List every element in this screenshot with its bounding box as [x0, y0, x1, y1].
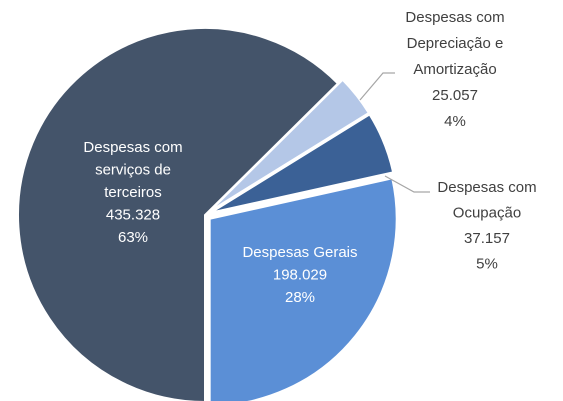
- pie-slice: [208, 177, 398, 401]
- slice-label: Despesas com Depreciação e Amortização: [405, 9, 504, 78]
- value-label: 25.057: [432, 87, 478, 104]
- slice-label: Despesas Gerais: [242, 244, 357, 261]
- label-line: Depreciação e: [407, 35, 504, 52]
- percent-label: 28%: [285, 289, 315, 306]
- label-line: Ocupação: [453, 204, 521, 221]
- label-line: Amortização: [413, 61, 496, 78]
- pie-slice: [17, 27, 340, 401]
- percent-label: 5%: [476, 255, 498, 272]
- percent-label: 63%: [118, 229, 148, 246]
- label-line: Despesas com: [83, 139, 182, 156]
- value-label: 435.328: [106, 206, 160, 223]
- label-line: Despesas com: [437, 179, 536, 196]
- pie-slice: [209, 78, 371, 213]
- value-label: 198.029: [273, 266, 327, 283]
- label-line: serviços de: [95, 161, 171, 178]
- label-line: Despesas Gerais: [242, 244, 357, 261]
- label-line: terceiros: [104, 184, 162, 201]
- value-label: 37.157: [464, 230, 510, 247]
- leader-line: [359, 72, 395, 101]
- slice-label: Despesas com Ocupação: [437, 179, 536, 222]
- leader-line: [384, 175, 430, 193]
- percent-label: 4%: [444, 113, 466, 130]
- pie-slice: [210, 113, 395, 214]
- slice-label: Despesas com serviços de terceiros: [83, 139, 182, 201]
- label-line: Despesas com: [405, 9, 504, 26]
